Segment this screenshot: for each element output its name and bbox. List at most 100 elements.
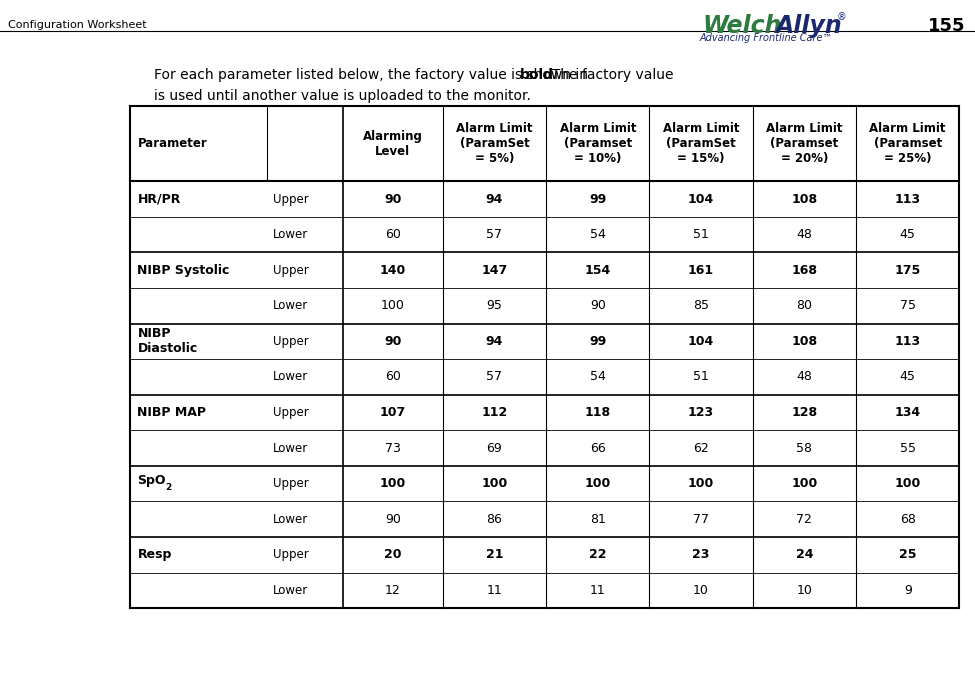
Text: 104: 104 [688, 192, 715, 206]
Text: 161: 161 [688, 263, 714, 277]
Text: 72: 72 [797, 512, 812, 526]
Text: 11: 11 [487, 583, 502, 597]
Text: 75: 75 [900, 299, 916, 313]
Text: 134: 134 [895, 406, 920, 419]
Text: 68: 68 [900, 512, 916, 526]
Text: SpO: SpO [137, 474, 166, 488]
Text: Parameter: Parameter [137, 137, 208, 150]
Text: 11: 11 [590, 583, 605, 597]
Text: NIBP
Diastolic: NIBP Diastolic [137, 328, 198, 355]
Text: 94: 94 [486, 192, 503, 206]
Text: Alarming
Level: Alarming Level [363, 130, 422, 157]
Text: Upper: Upper [273, 477, 308, 490]
Text: 69: 69 [487, 441, 502, 455]
Text: Allyn: Allyn [775, 14, 841, 38]
Text: 86: 86 [487, 512, 502, 526]
Text: Upper: Upper [273, 548, 308, 562]
Text: Lower: Lower [273, 299, 308, 313]
Text: 168: 168 [792, 263, 817, 277]
Text: 90: 90 [590, 299, 605, 313]
Text: 90: 90 [384, 334, 402, 348]
Text: 80: 80 [797, 299, 812, 313]
Text: is used until another value is uploaded to the monitor.: is used until another value is uploaded … [154, 89, 531, 103]
Text: 51: 51 [693, 370, 709, 384]
Text: Upper: Upper [273, 263, 308, 277]
Text: 147: 147 [482, 263, 508, 277]
Text: 100: 100 [895, 477, 920, 490]
Text: 9: 9 [904, 583, 912, 597]
Text: 48: 48 [797, 370, 812, 384]
Text: 118: 118 [585, 406, 611, 419]
Text: 104: 104 [688, 334, 715, 348]
Text: For each parameter listed below, the factory value is shown in: For each parameter listed below, the fac… [154, 68, 593, 82]
Text: Upper: Upper [273, 406, 308, 419]
Text: 54: 54 [590, 370, 605, 384]
Text: 45: 45 [900, 370, 916, 384]
Text: ®: ® [837, 12, 846, 22]
Text: Alarm Limit
(ParamSet
= 15%): Alarm Limit (ParamSet = 15%) [663, 122, 739, 165]
Text: NIBP MAP: NIBP MAP [137, 406, 207, 419]
Text: Upper: Upper [273, 192, 308, 206]
Text: . The factory value: . The factory value [543, 68, 673, 82]
Text: 95: 95 [487, 299, 502, 313]
Text: 123: 123 [688, 406, 714, 419]
Text: 66: 66 [590, 441, 605, 455]
Text: 113: 113 [895, 334, 920, 348]
Text: 140: 140 [379, 263, 406, 277]
Text: HR/PR: HR/PR [137, 192, 180, 206]
Text: Alarm Limit
(Paramset
= 10%): Alarm Limit (Paramset = 10%) [560, 122, 636, 165]
Text: Alarm Limit
(ParamSet
= 5%): Alarm Limit (ParamSet = 5%) [456, 122, 532, 165]
Text: 108: 108 [792, 334, 817, 348]
Text: 48: 48 [797, 228, 812, 241]
Text: 175: 175 [895, 263, 920, 277]
Text: Welch: Welch [702, 14, 782, 38]
Text: 90: 90 [385, 512, 401, 526]
Text: 108: 108 [792, 192, 817, 206]
Text: 100: 100 [792, 477, 818, 490]
Text: Alarm Limit
(Paramset
= 25%): Alarm Limit (Paramset = 25%) [870, 122, 946, 165]
Text: 128: 128 [792, 406, 817, 419]
Text: 112: 112 [482, 406, 508, 419]
Text: Advancing Frontline Care™: Advancing Frontline Care™ [699, 33, 833, 43]
Text: 10: 10 [797, 583, 812, 597]
Text: 57: 57 [487, 228, 502, 241]
Text: Lower: Lower [273, 228, 308, 241]
Text: 94: 94 [486, 334, 503, 348]
Text: 60: 60 [385, 228, 401, 241]
Text: 100: 100 [381, 299, 405, 313]
Text: 99: 99 [589, 192, 606, 206]
Text: 60: 60 [385, 370, 401, 384]
Text: 23: 23 [692, 548, 710, 562]
Text: 12: 12 [385, 583, 401, 597]
Text: Configuration Worksheet: Configuration Worksheet [8, 20, 146, 30]
Text: 90: 90 [384, 192, 402, 206]
Text: 54: 54 [590, 228, 605, 241]
Text: 155: 155 [928, 17, 965, 35]
Text: bold: bold [520, 68, 554, 82]
Text: 81: 81 [590, 512, 605, 526]
Text: 58: 58 [797, 441, 812, 455]
Text: Lower: Lower [273, 583, 308, 597]
Text: Upper: Upper [273, 334, 308, 348]
Text: 51: 51 [693, 228, 709, 241]
Text: 154: 154 [585, 263, 611, 277]
Text: 57: 57 [487, 370, 502, 384]
Text: 2: 2 [165, 483, 171, 492]
Text: 62: 62 [693, 441, 709, 455]
Text: Lower: Lower [273, 370, 308, 384]
Text: 107: 107 [379, 406, 406, 419]
Text: 22: 22 [589, 548, 606, 562]
Text: Alarm Limit
(Paramset
= 20%): Alarm Limit (Paramset = 20%) [766, 122, 842, 165]
Text: 99: 99 [589, 334, 606, 348]
Text: 100: 100 [482, 477, 508, 490]
Text: 100: 100 [379, 477, 406, 490]
Text: Lower: Lower [273, 441, 308, 455]
Text: 113: 113 [895, 192, 920, 206]
Text: 24: 24 [796, 548, 813, 562]
Text: Resp: Resp [137, 548, 172, 562]
Text: 21: 21 [486, 548, 503, 562]
Text: 85: 85 [693, 299, 709, 313]
Text: Lower: Lower [273, 512, 308, 526]
Text: 73: 73 [385, 441, 401, 455]
Text: 100: 100 [585, 477, 611, 490]
